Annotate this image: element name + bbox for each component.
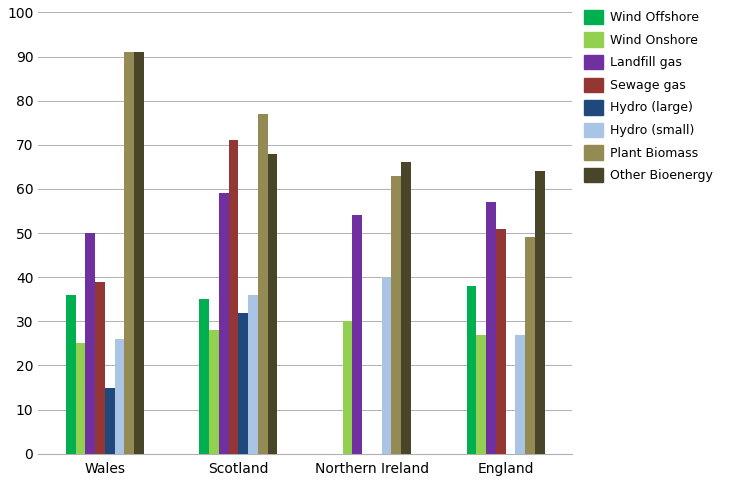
Bar (124, 52, 134, 454)
Bar (76, 343, 85, 454)
Bar (352, 215, 362, 454)
Bar (477, 335, 486, 454)
Bar (401, 162, 411, 454)
Bar (535, 171, 544, 454)
Bar (95, 282, 105, 454)
Bar (200, 299, 209, 454)
Bar (239, 313, 248, 454)
Bar (343, 321, 352, 454)
Bar (486, 202, 495, 454)
Bar (382, 277, 392, 454)
Legend: Wind Offshore, Wind Onshore, Landfill gas, Sewage gas, Hydro (large), Hydro (sma: Wind Offshore, Wind Onshore, Landfill ga… (584, 10, 713, 182)
Bar (467, 286, 477, 454)
Bar (525, 238, 535, 454)
Bar (209, 330, 219, 454)
Bar (105, 387, 114, 454)
Bar (268, 154, 277, 454)
Bar (515, 335, 525, 454)
Bar (114, 339, 124, 454)
Bar (85, 233, 95, 454)
Bar (248, 295, 258, 454)
Bar (392, 176, 401, 454)
Bar (219, 193, 229, 454)
Bar (495, 228, 505, 454)
Bar (229, 141, 239, 454)
Bar (134, 52, 144, 454)
Bar (258, 114, 268, 454)
Bar (66, 295, 76, 454)
